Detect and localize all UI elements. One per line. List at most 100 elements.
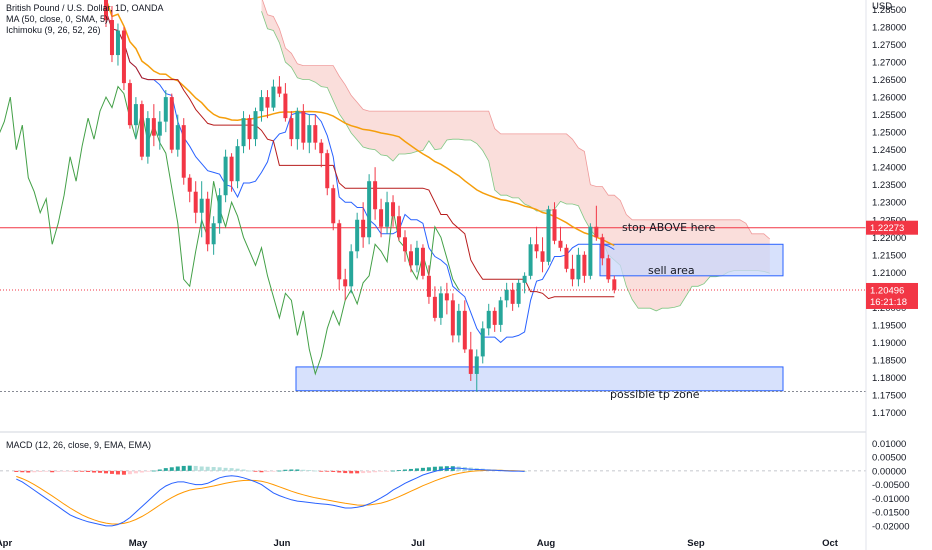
- macd-histogram-bar: [426, 467, 431, 471]
- price-tick-label: 1.19000: [872, 338, 906, 349]
- candle-body: [253, 111, 258, 140]
- countdown-text: 16:21:18: [870, 297, 907, 308]
- macd-tick-label: -0.01000: [872, 494, 910, 505]
- macd-histogram-bar: [379, 470, 384, 472]
- macd-histogram-bar: [157, 469, 162, 471]
- macd-histogram-bar: [104, 470, 108, 474]
- candle-body: [462, 310, 467, 350]
- candle-body: [139, 104, 144, 157]
- macd-histogram-bar: [343, 470, 348, 474]
- macd-histogram-bar: [163, 468, 168, 471]
- candle-body: [361, 219, 366, 238]
- macd-histogram-bar: [92, 470, 97, 473]
- macd-histogram-bar: [74, 470, 79, 472]
- macd-histogram-bar: [403, 469, 407, 471]
- macd-histogram-bar: [247, 470, 252, 472]
- macd-histogram-bar: [86, 470, 91, 472]
- macd-histogram-bar: [44, 470, 49, 472]
- macd-histogram-bar: [38, 470, 43, 472]
- candlesticks: [104, 0, 617, 392]
- macd-histogram-bar: [151, 470, 156, 472]
- price-tick-label: 1.18000: [872, 373, 906, 384]
- time-tick-label: Jun: [274, 538, 291, 549]
- candle-body: [355, 219, 360, 252]
- macd-line: [16, 467, 525, 527]
- macd-legend[interactable]: MACD (12, 26, close, 9, EMA, EMA): [6, 440, 152, 450]
- senkou-span-b: [262, 0, 771, 240]
- candle-body: [187, 177, 192, 192]
- candle-body: [522, 275, 527, 283]
- candle-body: [181, 125, 186, 178]
- macd-histogram-bar: [50, 470, 55, 473]
- candle-body: [265, 97, 270, 108]
- candle-body: [343, 279, 348, 287]
- candle-body: [235, 146, 240, 182]
- macd-histogram-bar: [223, 467, 228, 471]
- symbol-legend[interactable]: British Pound / U.S. Dollar, 1D, OANDA: [6, 3, 164, 13]
- candle-body: [283, 93, 288, 119]
- candle-body: [319, 142, 324, 154]
- candle-body: [558, 240, 563, 248]
- candle-body: [145, 118, 150, 157]
- macd-histogram-bar: [307, 470, 312, 471]
- horizontal-lines: [0, 227, 866, 392]
- macd-histogram-bar: [145, 470, 150, 472]
- candle-body: [223, 156, 228, 196]
- macd-histogram-bar: [169, 467, 174, 471]
- candle-body: [480, 328, 485, 357]
- time-tick-label: Jul: [411, 538, 425, 549]
- macd-histogram-bar: [289, 469, 294, 471]
- macd-histogram-bar: [361, 470, 366, 474]
- macd-histogram-bar: [331, 470, 336, 472]
- candle-body: [115, 30, 120, 56]
- indicator-lines: [0, 0, 615, 376]
- candle-body: [367, 181, 372, 238]
- candle-body: [295, 111, 300, 140]
- sell-area-annotation: sell area: [648, 264, 695, 277]
- candle-body: [175, 125, 180, 150]
- time-tick-label: May: [129, 538, 148, 549]
- macd-histogram-bar: [325, 470, 330, 472]
- candle-body: [373, 181, 378, 210]
- candle-body: [420, 247, 425, 276]
- price-tick-label: 1.26500: [872, 75, 906, 86]
- candle-body: [414, 247, 419, 266]
- macd-histogram-bar: [349, 470, 354, 474]
- macd-histogram-bar: [432, 466, 437, 471]
- currency-label: USD: [872, 1, 892, 12]
- tp-zone-annotation: possible tp zone: [610, 388, 700, 401]
- candle-body: [121, 30, 126, 84]
- candle-body: [247, 118, 252, 140]
- macd-histogram-bar: [20, 470, 25, 473]
- macd-tick-label: 0.00500: [872, 453, 906, 464]
- price-tick-label: 1.18500: [872, 355, 906, 366]
- candle-body: [104, 0, 108, 21]
- time-tick-label: Sep: [687, 538, 705, 549]
- candle-body: [516, 282, 521, 304]
- macd-histogram-bar: [235, 468, 240, 471]
- candle-body: [612, 279, 617, 290]
- candle-body: [277, 86, 282, 94]
- stop-annotation: stop ABOVE here: [622, 221, 716, 234]
- price-tick-label: 1.23500: [872, 180, 906, 191]
- macd-histogram-bar: [26, 470, 31, 473]
- candle-body: [259, 97, 264, 112]
- price-tick-label: 1.17000: [872, 408, 906, 419]
- candle-body: [289, 118, 294, 140]
- macd-histogram-bar: [62, 470, 67, 472]
- macd-histogram-bar: [115, 470, 120, 475]
- ma-legend[interactable]: MA (50, close, 0, SMA, 5): [6, 14, 109, 24]
- candle-body: [211, 223, 216, 245]
- price-tick-label: 1.23000: [872, 198, 906, 209]
- macd-histogram-bar: [109, 470, 114, 474]
- price-tick-label: 1.27500: [872, 40, 906, 51]
- candle-body: [313, 125, 318, 143]
- macd-histogram-bar: [211, 467, 216, 471]
- candle-body: [552, 209, 557, 241]
- ichimoku-legend[interactable]: Ichimoku (9, 26, 52, 26): [6, 25, 101, 35]
- candle-body: [486, 310, 491, 329]
- price-tick-label: 1.28000: [872, 23, 906, 34]
- macd-histogram-bar: [301, 469, 306, 471]
